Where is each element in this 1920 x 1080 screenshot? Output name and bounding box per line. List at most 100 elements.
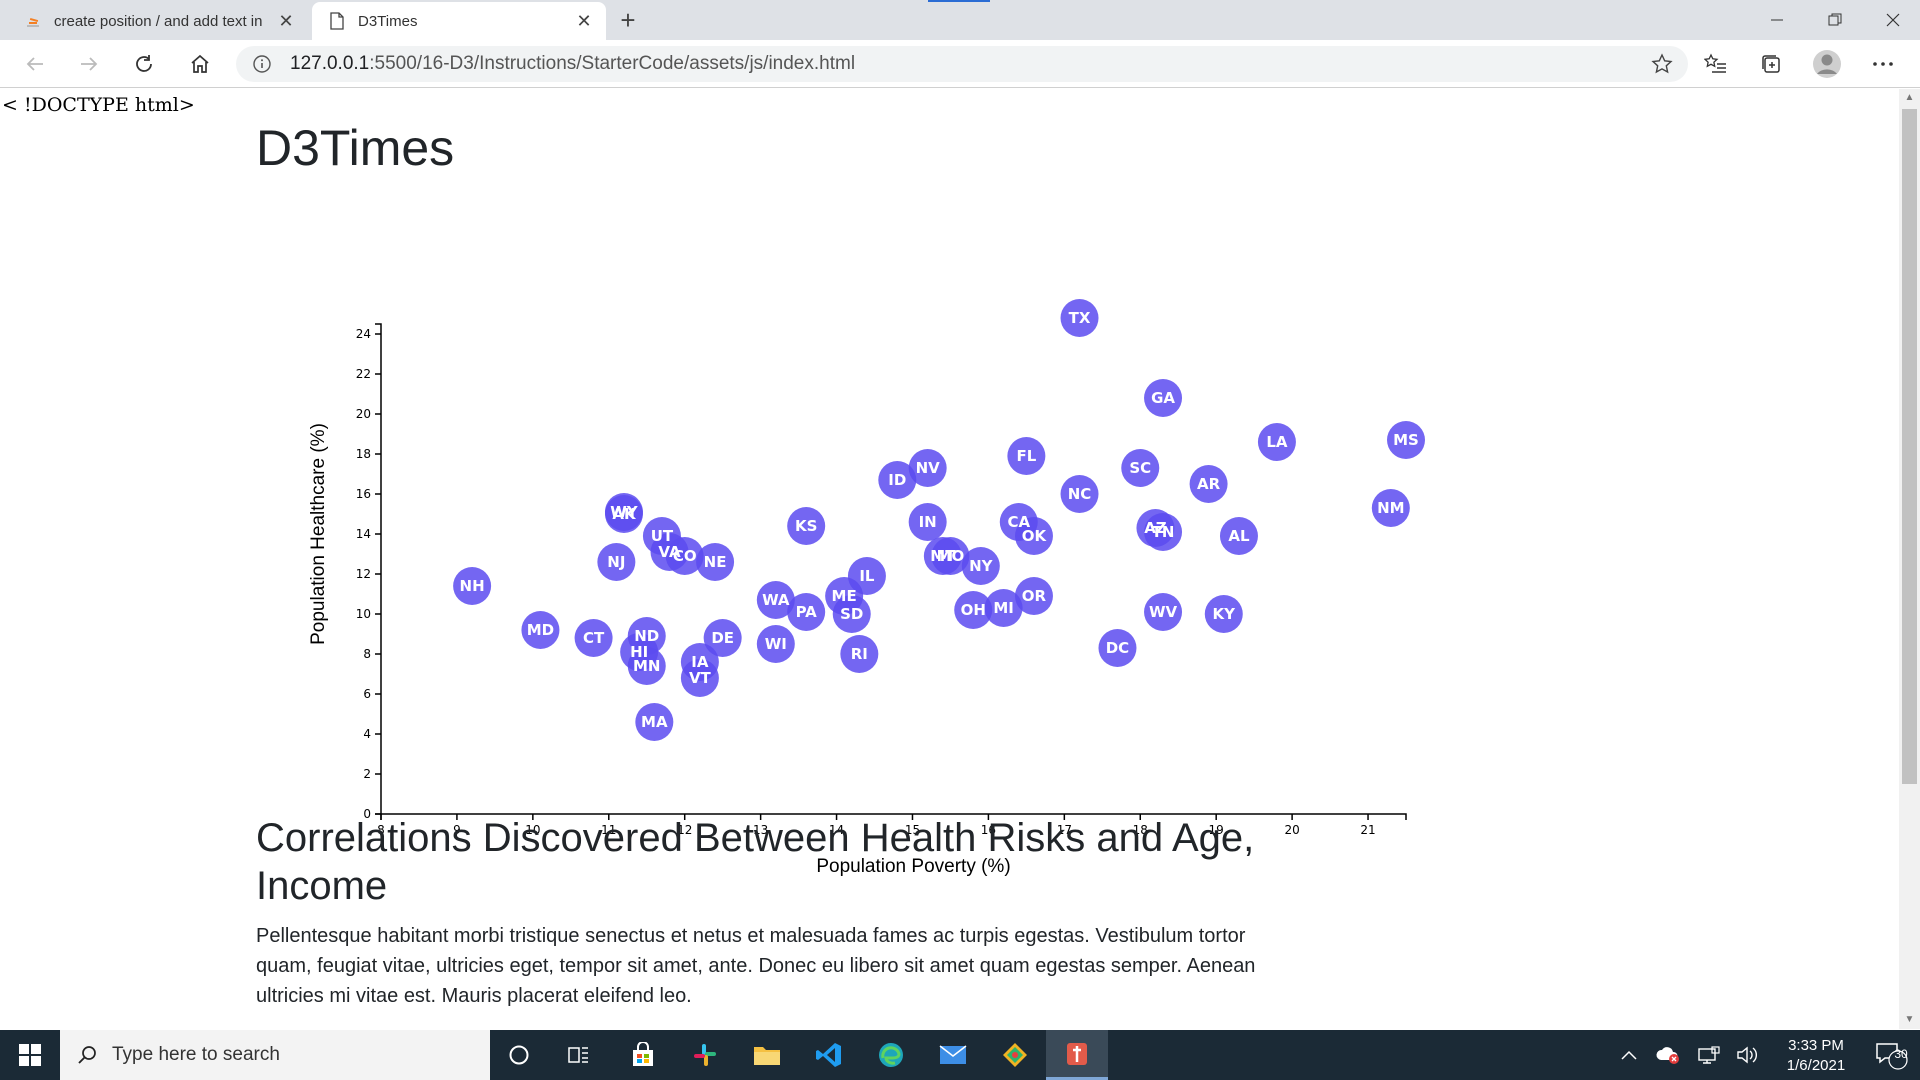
- state-circle-wa: [756, 581, 795, 619]
- state-label-co: CO: [673, 547, 697, 565]
- git-kraken-icon[interactable]: [984, 1030, 1046, 1080]
- state-label-la: LA: [1266, 433, 1288, 451]
- x-tick-label: 17: [1057, 823, 1072, 837]
- state-label-md: MD: [527, 621, 554, 639]
- y-tick-label: 0: [363, 807, 371, 821]
- state-label-or: OR: [1022, 587, 1047, 605]
- collections-icon[interactable]: [1754, 47, 1788, 81]
- x-tick-label: 10: [525, 823, 540, 837]
- task-view-icon[interactable]: [548, 1030, 610, 1080]
- x-tick-label: 21: [1360, 823, 1375, 837]
- state-circle-ri: [840, 635, 879, 673]
- favorite-star-icon[interactable]: [1650, 52, 1674, 76]
- state-circle-md: [521, 611, 560, 649]
- windows-start-icon[interactable]: [0, 1030, 60, 1080]
- state-circle-fl: [1007, 437, 1046, 475]
- state-circle-ar: [1189, 465, 1228, 503]
- state-label-me: ME: [832, 587, 857, 605]
- x-tick-label: 13: [753, 823, 768, 837]
- scroll-up-icon[interactable]: ▲: [1904, 92, 1915, 103]
- cortana-icon[interactable]: [488, 1030, 550, 1080]
- mail-icon[interactable]: [922, 1030, 984, 1080]
- state-circle-or: [1014, 577, 1053, 615]
- y-axis-title: Population Healthcare (%): [308, 423, 329, 645]
- address-bar[interactable]: 127.0.0.1:5500/16-D3/Instructions/Starte…: [236, 46, 1688, 82]
- state-circle-nc: [1060, 475, 1099, 513]
- vscode-icon[interactable]: [798, 1030, 860, 1080]
- gitbash-active-icon[interactable]: [1046, 1030, 1108, 1080]
- store-icon[interactable]: [612, 1030, 674, 1080]
- page-scrollbar[interactable]: ▲ ▼: [1899, 89, 1920, 1029]
- state-circle-oh: [954, 591, 993, 629]
- forward-icon[interactable]: [72, 47, 106, 81]
- state-label-id: ID: [888, 471, 906, 489]
- file-explorer-icon[interactable]: [736, 1030, 798, 1080]
- notification-center-icon[interactable]: 30: [1866, 1030, 1916, 1080]
- taskbar-clock[interactable]: 3:33 PM 1/6/2021: [1766, 1036, 1866, 1076]
- taskbar-search-box[interactable]: Type here to search: [60, 1030, 490, 1080]
- refresh-icon[interactable]: [127, 47, 161, 81]
- state-circle-ok: [1014, 517, 1053, 555]
- network-icon[interactable]: [1692, 1030, 1726, 1080]
- clock-date: 1/6/2021: [1786, 1057, 1846, 1074]
- tab-create-position[interactable]: create position / and add text in ✕: [8, 2, 308, 40]
- state-label-ny: NY: [969, 557, 994, 575]
- state-circle-mn: [627, 647, 666, 685]
- home-icon[interactable]: [183, 47, 217, 81]
- site-info-icon[interactable]: [252, 54, 272, 74]
- edge-icon[interactable]: [860, 1030, 922, 1080]
- x-tick-label: 15: [905, 823, 920, 837]
- scatter-chart: 0 2 4 6 8 10 12 14 16 18 20 22 24 8 9 10 11 12 13 14 15 16 17 1…: [256, 189, 1486, 889]
- state-label-sc: SC: [1129, 459, 1151, 477]
- x-tick-label: 14: [829, 823, 844, 837]
- state-circle-ct: [574, 619, 613, 657]
- state-circle-ny: [961, 547, 1000, 585]
- state-label-mo: MO: [937, 547, 965, 565]
- state-label-tx: TX: [1069, 309, 1091, 327]
- scrollbar-thumb[interactable]: [1902, 109, 1917, 784]
- volume-icon[interactable]: [1730, 1030, 1764, 1080]
- state-circle-wi: [756, 625, 795, 663]
- state-circle-sd: [832, 595, 871, 633]
- url-text: 127.0.0.1:5500/16-D3/Instructions/Starte…: [290, 53, 855, 75]
- notification-count-badge: 30: [1894, 1047, 1908, 1061]
- new-tab-icon[interactable]: +: [620, 4, 636, 35]
- state-label-fl: FL: [1016, 447, 1036, 465]
- state-label-az: AZ: [1144, 519, 1167, 537]
- url-host: 127.0.0.1: [290, 53, 370, 74]
- state-label-ak: AK: [612, 505, 637, 523]
- state-circle-co: [665, 537, 704, 575]
- more-options-icon[interactable]: [1866, 47, 1900, 81]
- tab-close-icon[interactable]: ✕: [576, 10, 592, 31]
- tab-d3times[interactable]: D3Times ✕: [312, 2, 606, 40]
- onedrive-error-icon[interactable]: [1650, 1030, 1686, 1080]
- profile-avatar[interactable]: [1810, 47, 1844, 81]
- state-label-ar: AR: [1197, 475, 1221, 493]
- state-label-ct: CT: [583, 629, 605, 647]
- y-tick-label: 12: [356, 567, 371, 581]
- clock-time: 3:33 PM: [1788, 1037, 1844, 1054]
- favorites-list-icon[interactable]: [1699, 47, 1733, 81]
- state-circle-sc: [1121, 449, 1160, 487]
- x-tick-label: 11: [601, 823, 616, 837]
- slack-icon[interactable]: [674, 1030, 736, 1080]
- state-circle-de: [703, 619, 742, 657]
- stackoverflow-favicon-icon: [24, 12, 42, 30]
- minimize-icon[interactable]: [1748, 0, 1806, 40]
- doctype-text: < !DOCTYPE html>: [2, 94, 195, 116]
- state-circle-ne: [696, 543, 735, 581]
- section-paragraph: Pellentesque habitant morbi tristique se…: [256, 925, 1256, 1007]
- state-label-ut: UT: [651, 527, 674, 545]
- close-window-icon[interactable]: [1864, 0, 1920, 40]
- state-label-mn: MN: [633, 657, 660, 675]
- state-label-wv: WV: [1149, 603, 1178, 621]
- state-label-tn: TN: [1152, 523, 1175, 541]
- tab-close-icon[interactable]: ✕: [278, 10, 294, 31]
- back-icon[interactable]: [18, 47, 52, 81]
- restore-icon[interactable]: [1806, 0, 1864, 40]
- state-circle-tx: [1060, 299, 1099, 337]
- x-tick-label: 16: [981, 823, 996, 837]
- scroll-down-icon[interactable]: ▼: [1904, 1014, 1915, 1025]
- show-hidden-icons-icon[interactable]: [1612, 1030, 1646, 1080]
